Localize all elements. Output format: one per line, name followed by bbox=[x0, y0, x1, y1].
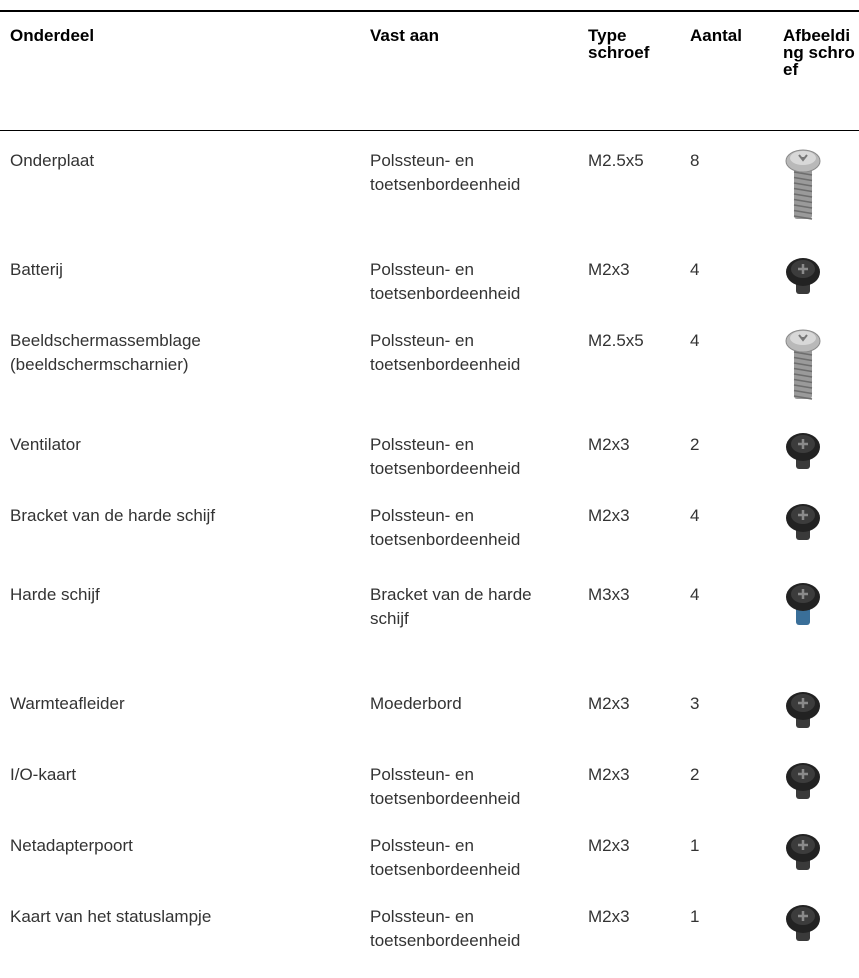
table-cell: M3x3 bbox=[588, 565, 690, 674]
table-cell: Netadapterpoort bbox=[0, 816, 370, 887]
header-cell: Aantal bbox=[690, 11, 783, 131]
page: Onderdeel Vast aan Type schroef Aantal A… bbox=[0, 10, 859, 952]
screw-image bbox=[783, 311, 859, 415]
table-cell: Polssteun- en toetsenbordeenheid bbox=[370, 415, 588, 486]
table-cell: 4 bbox=[690, 240, 783, 311]
table-header: Onderdeel Vast aan Type schroef Aantal A… bbox=[0, 11, 859, 131]
table-cell: 1 bbox=[690, 887, 783, 978]
screw-image bbox=[783, 131, 859, 240]
table-cell: 1 bbox=[690, 816, 783, 887]
table-cell: M2x3 bbox=[588, 415, 690, 486]
table-cell: Batterij bbox=[0, 240, 370, 311]
screw-image bbox=[783, 240, 859, 311]
screw-image bbox=[783, 415, 859, 486]
table-cell: I/O-kaart bbox=[0, 745, 370, 816]
table-cell: Harde schijf bbox=[0, 565, 370, 674]
table-cell: Ventilator bbox=[0, 415, 370, 486]
table-cell: M2x3 bbox=[588, 486, 690, 565]
table-cell: Polssteun- en toetsenbordeenheid bbox=[370, 745, 588, 816]
table-cell: Warmteafleider bbox=[0, 674, 370, 745]
table-cell: Bracket van de harde schijf bbox=[370, 565, 588, 674]
table-cell: Polssteun- en toetsenbordeenheid bbox=[370, 131, 588, 240]
screw-image bbox=[783, 816, 859, 887]
table-cell: M2x3 bbox=[588, 745, 690, 816]
screw-table: Onderdeel Vast aan Type schroef Aantal A… bbox=[0, 10, 859, 978]
table-cell: M2x3 bbox=[588, 240, 690, 311]
table-cell: Moederbord bbox=[370, 674, 588, 745]
table-cell: M2.5x5 bbox=[588, 311, 690, 415]
screw-image bbox=[783, 565, 859, 674]
header-row: Onderdeel Vast aan Type schroef Aantal A… bbox=[0, 11, 859, 131]
screw-image bbox=[783, 887, 859, 978]
table-cell: 4 bbox=[690, 486, 783, 565]
table-cell: M2x3 bbox=[588, 887, 690, 978]
table-cell: Bracket van de harde schijf bbox=[0, 486, 370, 565]
header-cell: Onderdeel bbox=[0, 11, 370, 131]
table-row: Beeldschermassemblage (beeldschermscharn… bbox=[0, 311, 859, 415]
table-cell: M2.5x5 bbox=[588, 131, 690, 240]
table-cell: 4 bbox=[690, 311, 783, 415]
table-cell: Kaart van het statuslampje bbox=[0, 887, 370, 978]
table-cell: M2x3 bbox=[588, 674, 690, 745]
table-cell: Beeldschermassemblage (beeldschermscharn… bbox=[0, 311, 370, 415]
table-cell: Polssteun- en toetsenbordeenheid bbox=[370, 887, 588, 978]
table-cell: Polssteun- en toetsenbordeenheid bbox=[370, 311, 588, 415]
header-cell: Type schroef bbox=[588, 11, 690, 131]
table-cell: Polssteun- en toetsenbordeenheid bbox=[370, 816, 588, 887]
header-cell: Vast aan bbox=[370, 11, 588, 131]
table-cell: M2x3 bbox=[588, 816, 690, 887]
table-cell: 2 bbox=[690, 415, 783, 486]
screw-image bbox=[783, 486, 859, 565]
table-cell: Onderplaat bbox=[0, 131, 370, 240]
table-cell: Polssteun- en toetsenbordeenheid bbox=[370, 240, 588, 311]
table-cell: 4 bbox=[690, 565, 783, 674]
table-cell: Polssteun- en toetsenbordeenheid bbox=[370, 486, 588, 565]
screw-image bbox=[783, 674, 859, 745]
table-cell: 3 bbox=[690, 674, 783, 745]
header-cell: Afbeelding schroef bbox=[783, 11, 859, 131]
table-cell: 2 bbox=[690, 745, 783, 816]
table-cell: 8 bbox=[690, 131, 783, 240]
screw-image bbox=[783, 745, 859, 816]
